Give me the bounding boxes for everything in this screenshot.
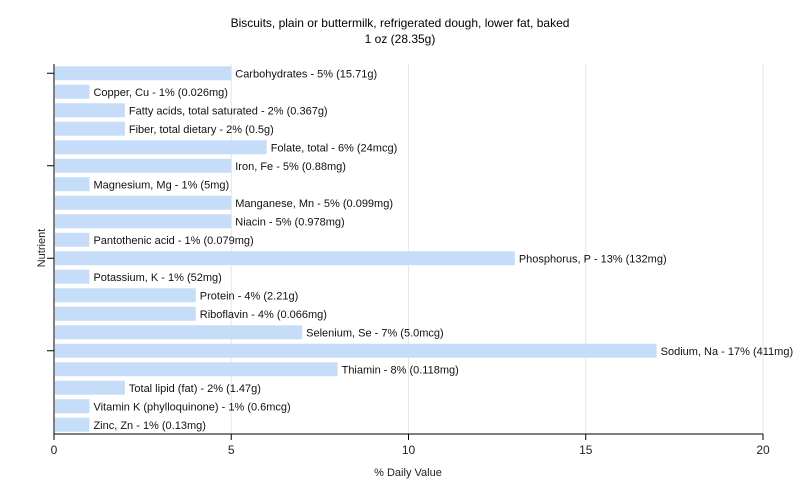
chart-title-block: Biscuits, plain or buttermilk, refrigera…	[0, 15, 800, 47]
bar	[55, 158, 232, 173]
bar	[55, 417, 90, 432]
bar-label: Pantothenic acid - 1% (0.079mg)	[93, 235, 253, 247]
bar-label: Thiamin - 8% (0.118mg)	[342, 364, 459, 376]
bar	[55, 399, 90, 414]
bar	[55, 288, 196, 303]
bar	[55, 343, 657, 358]
x-tick-label: 15	[579, 443, 593, 457]
bar-label: Copper, Cu - 1% (0.026mg)	[93, 87, 228, 99]
bar	[55, 269, 90, 284]
bar	[55, 380, 125, 395]
bar	[55, 84, 90, 99]
bar	[55, 306, 196, 321]
bar	[55, 195, 232, 210]
bar-label: Fiber, total dietary - 2% (0.5g)	[129, 124, 274, 136]
bar-label: Carbohydrates - 5% (15.71g)	[235, 68, 377, 80]
x-axis-label: % Daily Value	[374, 467, 442, 479]
bar-label: Protein - 4% (2.21g)	[200, 290, 298, 302]
y-axis-label: Nutrient	[36, 229, 48, 268]
bar-label: Zinc, Zn - 1% (0.13mg)	[93, 420, 205, 432]
bar	[55, 103, 125, 118]
bar-label: Niacin - 5% (0.978mg)	[235, 216, 344, 228]
bar-label: Vitamin K (phylloquinone) - 1% (0.6mcg)	[93, 401, 290, 413]
bar	[55, 232, 90, 247]
chart-title: Biscuits, plain or buttermilk, refrigera…	[230, 16, 570, 30]
bar-label: Manganese, Mn - 5% (0.099mg)	[235, 198, 393, 210]
bar-label: Total lipid (fat) - 2% (1.47g)	[129, 383, 261, 395]
bar-label: Riboflavin - 4% (0.066mg)	[200, 309, 327, 321]
bar	[55, 177, 90, 192]
bar	[55, 66, 232, 81]
axes: 0 5 10 15 20	[47, 64, 770, 457]
bar	[55, 251, 515, 266]
bar	[55, 325, 303, 340]
bar-label: Phosphorus, P - 13% (132mg)	[519, 253, 667, 265]
bar	[55, 140, 267, 155]
bar	[55, 362, 338, 377]
x-tick-label: 0	[51, 443, 58, 457]
bar-label: Sodium, Na - 17% (411mg)	[661, 346, 793, 358]
bar-label: Fatty acids, total saturated - 2% (0.367…	[129, 105, 328, 117]
x-tick-label: 10	[402, 443, 416, 457]
bar-label: Folate, total - 6% (24mcg)	[271, 142, 398, 154]
bar	[55, 121, 125, 136]
bar-label: Potassium, K - 1% (52mg)	[93, 272, 221, 284]
x-tick-label: 5	[228, 443, 235, 457]
bar	[55, 214, 232, 229]
bar-label: Magnesium, Mg - 1% (5mg)	[93, 179, 229, 191]
grid-lines	[230, 64, 764, 434]
x-tick-label: 20	[756, 443, 770, 457]
bars: Carbohydrates - 5% (15.71g) Copper, Cu - …	[55, 66, 793, 432]
bar-label: Iron, Fe - 5% (0.88mg)	[235, 161, 346, 173]
chart-subtitle: 1 oz (28.35g)	[364, 32, 436, 46]
bar-label: Selenium, Se - 7% (5.0mcg)	[306, 327, 444, 339]
